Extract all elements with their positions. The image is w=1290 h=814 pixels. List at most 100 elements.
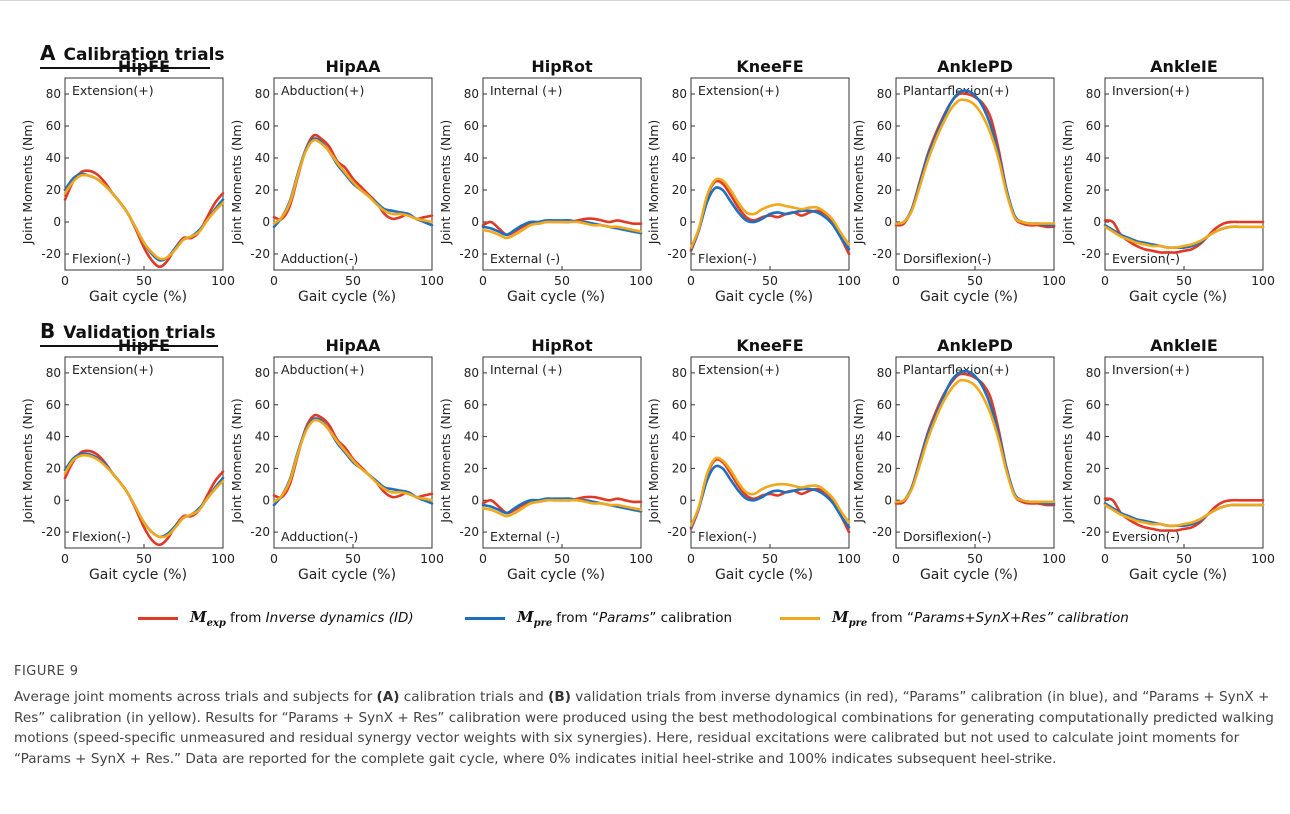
y-tick-label: 60 bbox=[1086, 398, 1101, 412]
y-tick-label: 80 bbox=[672, 87, 687, 101]
y-tick-label: 20 bbox=[877, 183, 892, 197]
y-tick-label: -20 bbox=[1081, 247, 1101, 261]
y-tick-label: 20 bbox=[672, 461, 687, 475]
series-params-synx-res-yellow bbox=[272, 138, 434, 225]
series-params-blue bbox=[1103, 223, 1265, 250]
chart-title: HipFE bbox=[118, 57, 170, 76]
y-tick-label: 40 bbox=[255, 430, 270, 444]
y-tick-label: 60 bbox=[255, 119, 270, 133]
y-tick-label: 20 bbox=[46, 183, 61, 197]
x-tick-label: 0 bbox=[61, 551, 69, 566]
y-tick-label: 80 bbox=[46, 366, 61, 380]
y-tick-label: 0 bbox=[1093, 493, 1101, 507]
annotation-positive: Abduction(+) bbox=[281, 362, 364, 377]
x-tick-label: 100 bbox=[837, 551, 861, 566]
y-tick-label: -20 bbox=[41, 525, 61, 539]
y-axis-label: Joint Moments (Nm) bbox=[438, 398, 453, 524]
series-id-red bbox=[894, 91, 1056, 229]
x-tick-label: 50 bbox=[762, 273, 778, 288]
chart-title: KneeFE bbox=[736, 57, 803, 76]
y-tick-label: 60 bbox=[672, 398, 687, 412]
annotation-negative: Flexion(-) bbox=[72, 529, 131, 544]
y-tick-label: 20 bbox=[1086, 183, 1101, 197]
y-axis-label: Joint Moments (Nm) bbox=[20, 398, 35, 524]
y-tick-label: 0 bbox=[679, 493, 687, 507]
y-tick-label: 80 bbox=[877, 366, 892, 380]
annotation-negative: Flexion(-) bbox=[698, 251, 757, 266]
x-tick-label: 100 bbox=[837, 273, 861, 288]
section-title-validation: Validation trials bbox=[63, 323, 216, 343]
legend-label-id: from Inverse dynamics (ID) bbox=[229, 610, 414, 626]
y-axis-label: Joint Moments (Nm) bbox=[1060, 398, 1075, 524]
series-params-synx-res-yellow bbox=[689, 456, 851, 527]
x-axis-label: Gait cycle (%) bbox=[920, 289, 1018, 305]
legend-item-params-synx-res: Mpre from “Params+SynX+Res” calibration bbox=[780, 606, 1129, 630]
caption-text: Average joint moments across trials and … bbox=[14, 689, 1274, 767]
top-divider bbox=[0, 0, 1290, 1]
annotation-positive: Inversion(+) bbox=[1112, 83, 1190, 98]
chart-title: HipFE bbox=[118, 336, 170, 355]
y-tick-label: 60 bbox=[46, 119, 61, 133]
x-tick-label: 0 bbox=[479, 273, 487, 288]
chart-title: HipAA bbox=[325, 57, 381, 76]
y-tick-label: -20 bbox=[459, 525, 479, 539]
x-tick-label: 100 bbox=[629, 273, 653, 288]
series-params-synx-res-yellow bbox=[689, 177, 851, 249]
y-tick-label: 20 bbox=[464, 183, 479, 197]
y-tick-label: -20 bbox=[872, 525, 892, 539]
y-axis-label: Joint Moments (Nm) bbox=[646, 120, 661, 246]
chart-title: AnklePD bbox=[937, 336, 1013, 355]
series-params-blue bbox=[689, 186, 851, 251]
y-axis-label: Joint Moments (Nm) bbox=[229, 398, 244, 524]
annotation-positive: Internal (+) bbox=[490, 83, 562, 98]
plot-frame bbox=[64, 356, 224, 549]
series-params-synx-res-yellow bbox=[1103, 503, 1265, 528]
y-axis-label: Joint Moments (Nm) bbox=[438, 120, 453, 246]
y-tick-label: 20 bbox=[464, 461, 479, 475]
x-tick-label: 0 bbox=[270, 273, 278, 288]
plot-frame bbox=[482, 356, 642, 549]
legend-item-id: Mexp from Inverse dynamics (ID) bbox=[138, 606, 414, 630]
y-tick-label: -20 bbox=[667, 525, 687, 539]
chart-title: KneeFE bbox=[736, 336, 803, 355]
y-tick-label: -20 bbox=[459, 247, 479, 261]
annotation-negative: Adduction(-) bbox=[281, 529, 358, 544]
plot-frame bbox=[690, 77, 850, 271]
series-params-synx-res-yellow bbox=[272, 418, 434, 504]
section-letter-a: A bbox=[40, 41, 56, 65]
annotation-positive: Inversion(+) bbox=[1112, 362, 1190, 377]
y-tick-label: 40 bbox=[46, 151, 61, 165]
chart-title: AnkleIE bbox=[1150, 336, 1218, 355]
y-tick-label: 80 bbox=[255, 366, 270, 380]
y-axis-label: Joint Moments (Nm) bbox=[851, 398, 866, 524]
series-params-synx-res-yellow bbox=[894, 98, 1056, 226]
x-tick-label: 50 bbox=[1176, 551, 1192, 566]
legend: Mexp from Inverse dynamics (ID) Mpre fro… bbox=[0, 606, 1290, 630]
series-params-blue bbox=[1103, 502, 1265, 528]
x-axis-label: Gait cycle (%) bbox=[507, 289, 605, 305]
x-tick-label: 100 bbox=[1042, 551, 1066, 566]
x-tick-label: 50 bbox=[1176, 273, 1192, 288]
legend-swatch-yellow bbox=[780, 616, 820, 620]
y-axis-label: Joint Moments (Nm) bbox=[646, 398, 661, 524]
x-axis-label: Gait cycle (%) bbox=[298, 289, 396, 305]
y-tick-label: 20 bbox=[672, 183, 687, 197]
series-params-synx-res-yellow bbox=[481, 498, 643, 518]
series-id-red bbox=[1103, 219, 1265, 254]
y-axis-label: Joint Moments (Nm) bbox=[1060, 120, 1075, 246]
plot-frame bbox=[690, 356, 850, 549]
chart-title: HipRot bbox=[531, 336, 593, 355]
x-tick-label: 100 bbox=[420, 273, 444, 288]
legend-symbol-mpre-synx: Mpre bbox=[832, 607, 868, 629]
annotation-negative: Eversion(-) bbox=[1112, 251, 1180, 266]
y-axis-label: Joint Moments (Nm) bbox=[229, 120, 244, 246]
y-tick-label: 20 bbox=[46, 461, 61, 475]
series-id-red bbox=[689, 458, 851, 534]
annotation-negative: Adduction(-) bbox=[281, 251, 358, 266]
section-letter-b: B bbox=[40, 319, 56, 343]
y-tick-label: 20 bbox=[877, 461, 892, 475]
